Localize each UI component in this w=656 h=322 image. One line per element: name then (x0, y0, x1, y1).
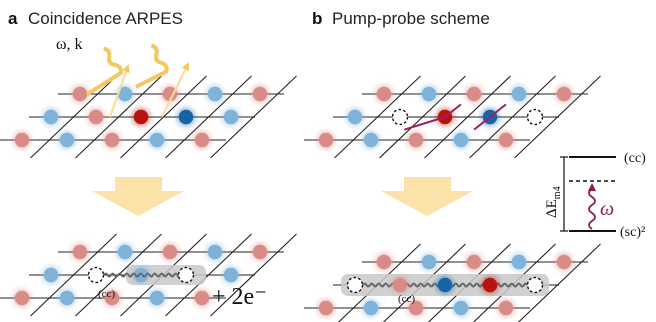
lattice-site (60, 133, 74, 147)
lattice-site (253, 87, 267, 101)
lattice-site (224, 110, 238, 124)
photon-label: ω, k (56, 36, 83, 53)
lattice-site (348, 110, 362, 124)
cc-label-b: (cc) (398, 293, 415, 305)
vacancy-site (528, 110, 543, 125)
electrons-label: + 2e⁻ (212, 284, 267, 310)
lattice-site (409, 133, 423, 147)
lattice-site (557, 87, 571, 101)
lattice-site (118, 245, 132, 259)
gap-label: ΔEm4 (544, 186, 563, 218)
lattice-site (15, 133, 29, 147)
cc-label-a: (cc) (98, 288, 115, 300)
lattice-site (195, 133, 209, 147)
lattice-site (364, 133, 378, 147)
lattice-site (377, 255, 391, 269)
excited-site (179, 110, 193, 124)
lattice-site (454, 133, 468, 147)
lattice-site (150, 291, 164, 305)
lattice-site (163, 245, 177, 259)
lattice-site (422, 255, 436, 269)
lattice-site (253, 245, 267, 259)
lattice-site (44, 268, 58, 282)
lattice-site (105, 133, 119, 147)
lattice-site (150, 133, 164, 147)
lattice-site (393, 278, 407, 292)
lattice-site (44, 110, 58, 124)
vacancy-site (179, 268, 194, 283)
lattice-site (73, 87, 87, 101)
lattice-site (499, 301, 513, 315)
lattice-site (60, 291, 74, 305)
lattice-site (467, 87, 481, 101)
lattice-site (73, 245, 87, 259)
vacancy-site (528, 278, 543, 293)
vacancy-site (89, 268, 104, 283)
lattice-site (195, 291, 209, 305)
energy-level-diagram: ω (cc) (sc)² ΔEm4 (544, 151, 646, 240)
omega-label: ω (600, 198, 614, 220)
lattice-site (208, 245, 222, 259)
lattice-site (89, 110, 103, 124)
panel-a-letter: a (8, 9, 18, 28)
lattice-b-top (304, 76, 601, 158)
lattice-site (454, 301, 468, 315)
process-arrow-b (381, 177, 473, 216)
vacancy-site (348, 278, 363, 293)
lattice-site (208, 87, 222, 101)
lattice-site (224, 268, 238, 282)
lattice-site (364, 301, 378, 315)
lattice-site (15, 291, 29, 305)
upper-level-label: (cc) (624, 151, 646, 166)
lattice-site (467, 255, 481, 269)
lattice-site (377, 87, 391, 101)
vacancy-site (393, 110, 408, 125)
panel-a-title: Coincidence ARPES (28, 9, 183, 28)
panel-b-letter: b (312, 9, 322, 28)
excited-site (134, 110, 148, 124)
lattice-site (319, 133, 333, 147)
excited-site (438, 278, 452, 292)
lattice-a-top (0, 76, 297, 158)
lattice-site (319, 301, 333, 315)
process-arrow-a (92, 177, 184, 216)
panel-b-title: Pump-probe scheme (332, 9, 490, 28)
lattice-site (512, 255, 526, 269)
lattice-b-bottom (304, 244, 601, 322)
lattice-site (557, 255, 571, 269)
lattice-site (422, 87, 436, 101)
lattice-site (499, 133, 513, 147)
lattice-site (512, 87, 526, 101)
lower-level-label: (sc)² (620, 225, 645, 240)
pump-photon-wave (589, 185, 595, 229)
excited-site (483, 278, 497, 292)
